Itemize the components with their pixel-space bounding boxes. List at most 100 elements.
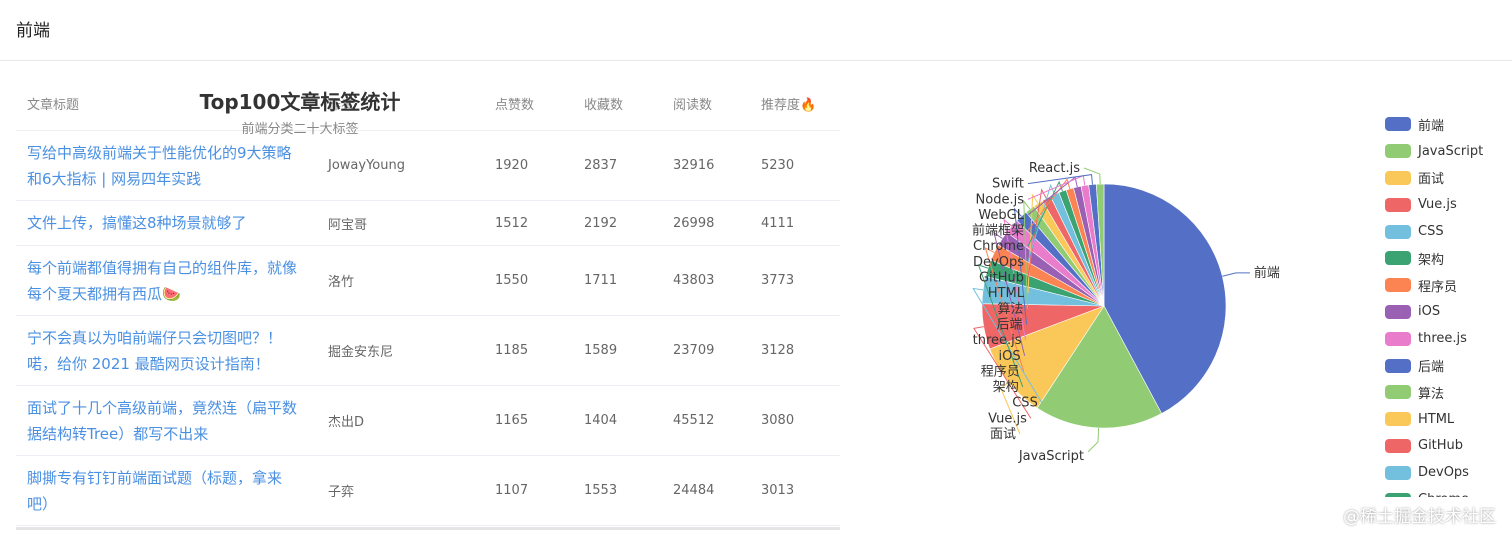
column-header-title[interactable]: 文章标题 xyxy=(16,76,317,131)
score-cell: 3080 xyxy=(750,385,840,456)
pie-slice[interactable] xyxy=(1041,195,1105,307)
pie-slice[interactable] xyxy=(1025,205,1105,307)
author-cell: 子弈 xyxy=(317,455,484,526)
label-leader-line xyxy=(1027,180,1063,247)
pie-slice[interactable] xyxy=(1095,183,1105,307)
favorites-cell: 2192 xyxy=(573,200,662,246)
favorites-cell: 1711 xyxy=(573,245,662,316)
likes-cell: 1107 xyxy=(484,455,573,526)
article-title-link[interactable]: 每个前端都值得拥有自己的组件库，就像每个夏天都拥有西瓜🍉 xyxy=(16,245,317,316)
section-header: 前端 xyxy=(0,0,1512,61)
legend-item[interactable]: 程序员 xyxy=(1385,272,1512,299)
legend-item[interactable]: 架构 xyxy=(1385,245,1512,272)
legend-item[interactable]: three.js xyxy=(1385,325,1512,352)
author-cell: 掘金安东尼 xyxy=(317,315,484,386)
label-leader-line xyxy=(1027,174,1086,200)
legend-swatch xyxy=(1385,412,1411,427)
legend-swatch xyxy=(1385,358,1411,373)
legend-label: DevOps xyxy=(1418,465,1469,481)
score-cell: 5230 xyxy=(750,130,840,201)
legend-swatch xyxy=(1385,385,1411,400)
pie-slice-label: JavaScript xyxy=(1018,449,1084,464)
legend-item[interactable]: 算法 xyxy=(1385,379,1512,406)
legend-item[interactable]: 面试 xyxy=(1385,165,1512,192)
favorites-cell: 1404 xyxy=(573,385,662,456)
legend-item[interactable]: 前端 xyxy=(1385,111,1512,138)
pie-slice-label: GitHub xyxy=(979,271,1024,286)
pie-slice[interactable] xyxy=(981,275,1105,307)
table-row: 宁不会真以为咱前端仔只会切图吧？！喏，给你 2021 最酷网页设计指南！ 掘金安… xyxy=(16,315,840,386)
legend-label: Vue.js xyxy=(1418,197,1457,213)
legend-item[interactable]: DevOps xyxy=(1385,459,1512,486)
pie-slice[interactable] xyxy=(1073,185,1105,307)
label-leader-line xyxy=(1222,272,1250,277)
pie-slice[interactable] xyxy=(989,305,1105,409)
favorites-cell: 1589 xyxy=(573,315,662,386)
likes-cell: 1165 xyxy=(484,385,573,456)
table-row: 文件上传，搞懂这8种场景就够了 阿宝哥 1512 2192 26998 4111 xyxy=(16,200,840,246)
pie-slice[interactable] xyxy=(1065,187,1105,307)
pie-slice-label: 后端 xyxy=(997,317,1023,332)
legend-swatch xyxy=(1385,331,1411,346)
label-leader-line xyxy=(1027,183,1056,263)
table-row: 脚撕专有钉钉前端面试题（标题，拿来吧） 子弈 1107 1553 24484 3… xyxy=(16,455,840,526)
legend-label: 面试 xyxy=(1418,172,1445,188)
chart-legend: 前端 JavaScript 面试 Vue.js CSS 架构 程序员 iOS three.js 后… xyxy=(1385,111,1512,497)
legend-item[interactable]: GitHub xyxy=(1385,433,1512,460)
article-title-link[interactable]: 面试了十几个高级前端，竟然连（扁平数据结构转Tree）都写不出来 xyxy=(16,385,317,456)
article-title-link[interactable]: 文件上传，搞懂这8种场景就够了 xyxy=(16,200,317,246)
legend-item[interactable]: 后端 xyxy=(1385,352,1512,379)
column-header-score[interactable]: 推荐度🔥 xyxy=(750,76,840,131)
favorites-cell: 2837 xyxy=(573,130,662,201)
pie-slice-label: 算法 xyxy=(997,302,1023,317)
pie-slice[interactable] xyxy=(1006,220,1105,307)
legend-label: 前端 xyxy=(1418,118,1445,134)
legend-label: 后端 xyxy=(1418,360,1445,376)
legend-item[interactable]: CSS xyxy=(1385,218,1512,245)
pie-slice[interactable] xyxy=(1058,189,1105,307)
column-header-author[interactable]: 作者 xyxy=(317,76,484,131)
author-cell: 洛竹 xyxy=(317,245,484,316)
articles-table: 文章标题 作者 点赞数 收藏数 阅读数 推荐度🔥 写给中高级前端关于性能优化的9… xyxy=(16,76,840,526)
score-cell: 3013 xyxy=(750,455,840,526)
pie-slice[interactable] xyxy=(981,303,1105,350)
column-header-reads[interactable]: 阅读数 xyxy=(662,76,750,131)
label-leader-line xyxy=(1087,427,1100,453)
legend-item[interactable]: Vue.js xyxy=(1385,191,1512,218)
legend-item[interactable]: Chrome xyxy=(1385,486,1512,497)
chart-subtitle: 前端分类二十大标签 xyxy=(241,122,359,137)
pie-slice[interactable] xyxy=(1016,211,1105,307)
pie-slice[interactable] xyxy=(1036,305,1163,429)
pie-slice[interactable] xyxy=(990,244,1105,307)
column-header-favorites[interactable]: 收藏数 xyxy=(573,76,662,131)
label-leader-line xyxy=(1003,218,1027,341)
pie-slice[interactable] xyxy=(1088,183,1105,307)
legend-item[interactable]: HTML xyxy=(1385,406,1512,433)
legend-item[interactable]: JavaScript xyxy=(1385,138,1512,165)
legend-swatch xyxy=(1385,492,1411,497)
pie-slice[interactable] xyxy=(997,231,1105,307)
article-title-link[interactable]: 脚撕专有钉钉前端面试题（标题，拿来吧） xyxy=(16,455,317,526)
legend-swatch xyxy=(1385,170,1411,185)
article-title-link[interactable]: 宁不会真以为咱前端仔只会切图吧？！喏，给你 2021 最酷网页设计指南！ xyxy=(16,315,317,386)
pie-slice-label: 架构 xyxy=(993,380,1019,395)
pie-slice[interactable] xyxy=(1080,184,1105,307)
pie-slice[interactable] xyxy=(1050,192,1105,307)
label-leader-line xyxy=(1027,176,1078,216)
table-header-row: 文章标题 作者 点赞数 收藏数 阅读数 推荐度🔥 xyxy=(16,76,840,131)
label-leader-line xyxy=(1027,188,1047,278)
article-title-link[interactable]: 写给中高级前端关于性能优化的9大策略和6大指标 | 网易四年实践 xyxy=(16,130,317,201)
legend-label: CSS xyxy=(1418,224,1444,240)
score-cell: 3128 xyxy=(750,315,840,386)
label-leader-line xyxy=(1027,193,1039,294)
column-header-likes[interactable]: 点赞数 xyxy=(484,76,573,131)
pie-slice[interactable] xyxy=(985,259,1105,307)
legend-item[interactable]: iOS xyxy=(1385,299,1512,326)
legend-swatch xyxy=(1385,438,1411,453)
pie-slice[interactable] xyxy=(1103,183,1227,414)
table-bottom-border xyxy=(16,527,840,530)
pie-slice-label: 前端框架 xyxy=(972,223,1024,239)
label-leader-line xyxy=(977,264,1024,388)
pie-slice[interactable] xyxy=(1033,200,1105,307)
legend-swatch xyxy=(1385,197,1411,212)
